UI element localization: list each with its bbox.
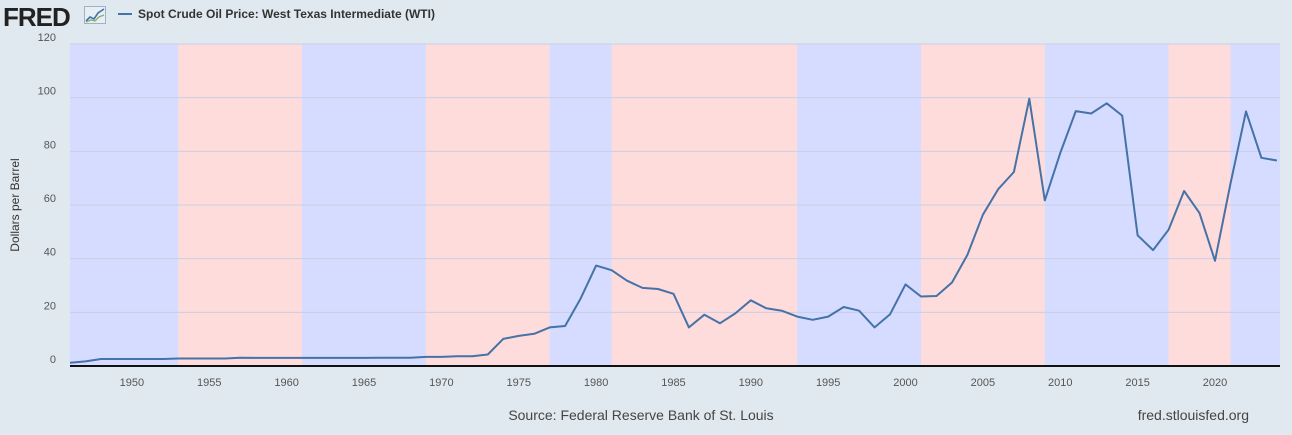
- x-tick-label-1975: 1975: [506, 377, 530, 389]
- x-tick-label-2020: 2020: [1203, 377, 1227, 389]
- y-tick-label-80: 80: [44, 139, 56, 151]
- x-tick-label-1965: 1965: [352, 377, 376, 389]
- series-line-0: [69, 97, 1278, 364]
- x-tick-label-2010: 2010: [1048, 377, 1072, 389]
- y-tick-label-100: 100: [38, 86, 56, 98]
- y-axis-title: Dollars per Barrel: [8, 158, 22, 251]
- y-tick-label-60: 60: [44, 193, 56, 205]
- y-axis-ticks: 0 20 40 60 80 100 120: [38, 32, 56, 366]
- fred-logo[interactable]: FRED: [3, 2, 71, 32]
- x-tick-label-1960: 1960: [274, 377, 298, 389]
- source-note: Source: Federal Reserve Bank of St. Loui…: [508, 407, 773, 423]
- chart-header: FRED Spot Crude Oil Price: West Texas In…: [0, 0, 1292, 34]
- y-tick-label-40: 40: [44, 247, 56, 259]
- x-tick-label-1985: 1985: [661, 377, 685, 389]
- legend-series-swatch: [118, 13, 132, 15]
- x-tick-label-1995: 1995: [816, 377, 840, 389]
- y-tick-label-0: 0: [50, 354, 56, 366]
- series-layer: [69, 97, 1280, 367]
- x-tick-label-1970: 1970: [429, 377, 453, 389]
- x-tick-label-1980: 1980: [584, 377, 608, 389]
- legend-series-label: Spot Crude Oil Price: West Texas Interme…: [138, 7, 435, 21]
- x-tick-label-2005: 2005: [971, 377, 995, 389]
- x-tick-label-1955: 1955: [197, 377, 221, 389]
- gridlines: [70, 43, 1280, 313]
- y-tick-label-20: 20: [44, 300, 56, 312]
- chart-legend[interactable]: Spot Crude Oil Price: West Texas Interme…: [118, 7, 435, 21]
- x-tick-label-2015: 2015: [1125, 377, 1149, 389]
- x-tick-label-1990: 1990: [739, 377, 763, 389]
- x-tick-label-2000: 2000: [893, 377, 917, 389]
- y-tick-label-120: 120: [38, 32, 56, 44]
- x-axis-ticks: 1950 1955 1960 1965 1970 1975 1980 1985 1990 1995…: [120, 377, 1228, 389]
- chart-line-icon: [84, 6, 106, 24]
- site-url[interactable]: fred.stlouisfed.org: [1138, 407, 1249, 423]
- x-tick-label-1950: 1950: [120, 377, 144, 389]
